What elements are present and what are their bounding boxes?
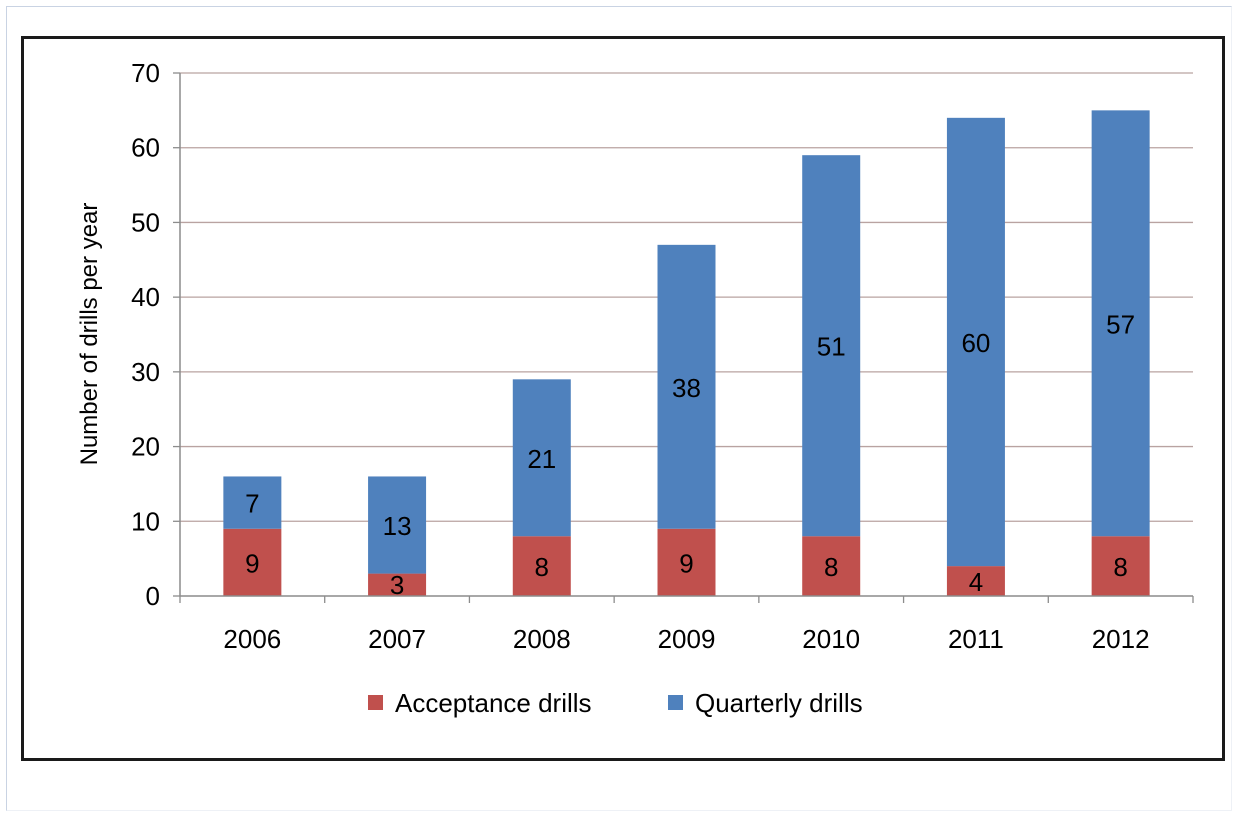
data-label: 51	[817, 332, 846, 362]
x-tick-label: 2008	[513, 624, 571, 654]
y-tick-label: 60	[131, 133, 160, 163]
data-label: 9	[245, 548, 259, 578]
x-tick-label: 2009	[658, 624, 716, 654]
bar-segment	[802, 536, 861, 596]
legend-swatch	[368, 695, 383, 710]
bar-segment	[946, 117, 1005, 567]
x-tick-label: 2011	[948, 624, 1004, 654]
y-tick-label: 50	[131, 207, 160, 237]
legend-swatch	[668, 695, 683, 710]
bar-segment	[657, 528, 716, 596]
bar-segment	[223, 528, 282, 596]
y-tick-label: 20	[131, 432, 160, 462]
bar-segment	[1091, 110, 1150, 537]
data-label: 13	[383, 511, 412, 541]
legend: Acceptance drills Quarterly drills	[368, 688, 863, 718]
chart-frame	[21, 36, 1225, 761]
y-tick-label: 10	[131, 506, 160, 536]
data-label: 57	[1106, 309, 1135, 339]
data-label: 3	[390, 570, 404, 600]
bar-segment	[512, 379, 571, 537]
x-tick-label: 2006	[223, 624, 281, 654]
data-label: 60	[961, 328, 990, 358]
bar-segment	[512, 536, 571, 596]
axes: 0 10 20 30 40 50 60 70 2006 2007 2008 2009 2010 2011 2…	[131, 58, 1194, 654]
bar-segment	[657, 244, 716, 529]
data-label: 4	[969, 567, 983, 597]
x-tick-label: 2010	[802, 624, 860, 654]
legend-label: Acceptance drills	[395, 688, 592, 718]
data-label: 8	[1113, 552, 1127, 582]
x-tick-label: 2012	[1092, 624, 1150, 654]
bar-segment	[1091, 536, 1150, 596]
x-tick-label: 2007	[368, 624, 426, 654]
bar-segment	[946, 566, 1005, 596]
bar-segment	[802, 155, 861, 537]
data-label: 8	[535, 552, 549, 582]
data-label: 7	[245, 489, 259, 519]
y-tick-label: 40	[131, 282, 160, 312]
data-label: 38	[672, 373, 701, 403]
legend-label: Quarterly drills	[695, 688, 863, 718]
page-border	[6, 6, 1232, 811]
data-label: 21	[527, 444, 556, 474]
data-label: 8	[824, 552, 838, 582]
y-tick-label: 30	[131, 357, 160, 387]
y-axis-label: Number of drills per year	[76, 203, 103, 466]
bar-segment	[368, 573, 427, 596]
bar-segment	[223, 476, 282, 529]
y-tick-label: 0	[146, 581, 160, 611]
bar-segment	[368, 476, 427, 574]
y-tick-label: 70	[131, 58, 160, 88]
data-label: 9	[679, 548, 693, 578]
bars: 9 7 3 13 8 21 9 38 8 51 4 60 8 57	[223, 110, 1150, 600]
